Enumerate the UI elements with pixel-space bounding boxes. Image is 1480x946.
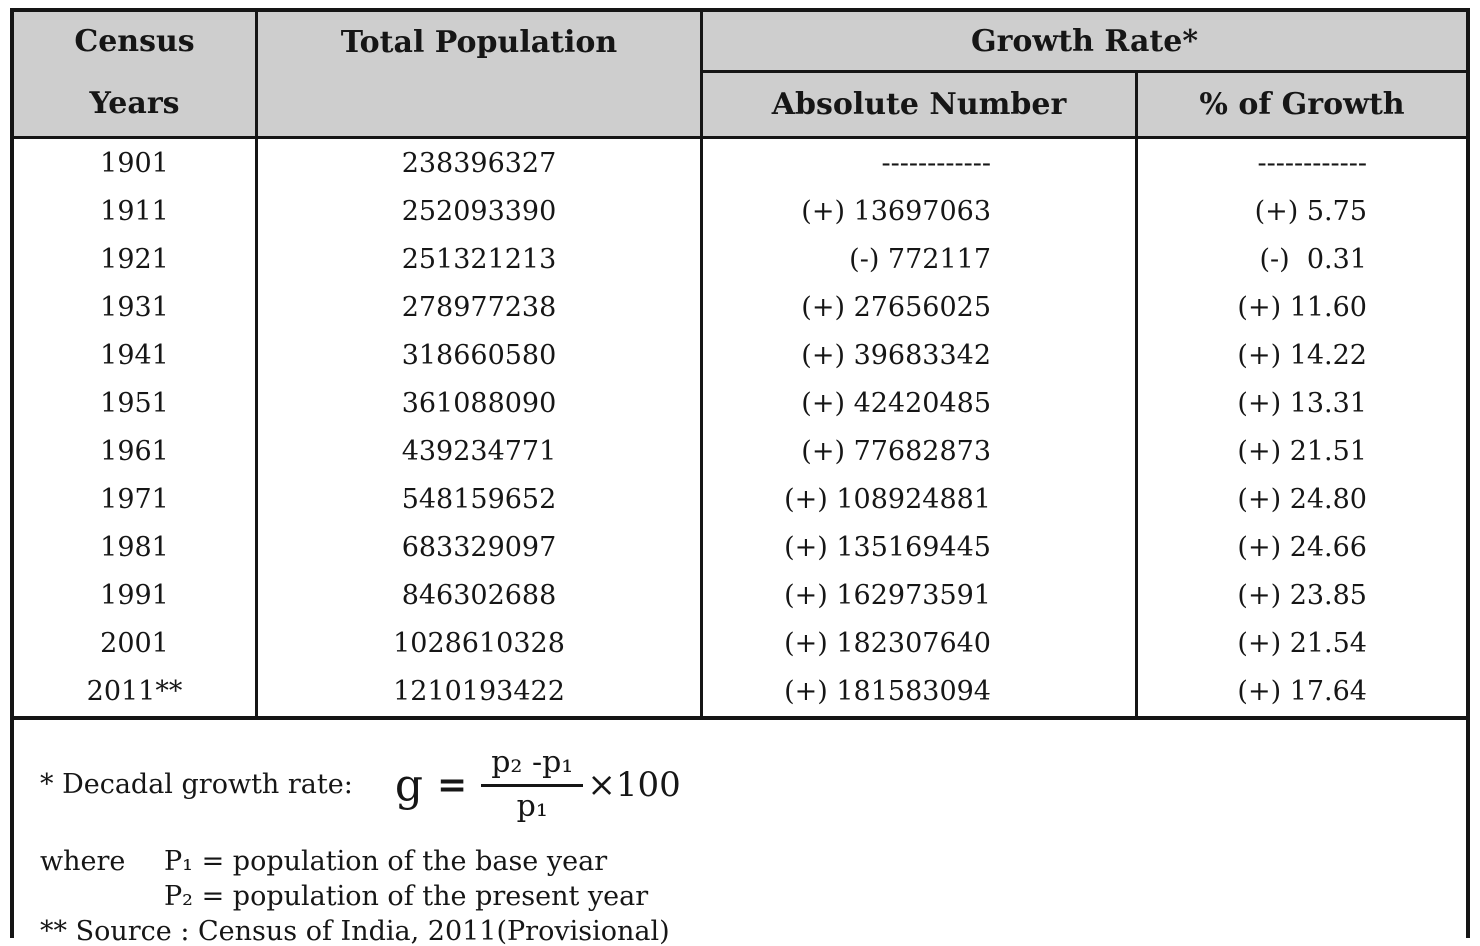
census-years-header: Census Years (14, 12, 258, 136)
growth-rate-header-label: Growth Rate* (970, 23, 1199, 59)
population-cell: 318660580 (258, 331, 703, 380)
source-note: ** Source : Census of India, 2011(Provis… (40, 916, 670, 946)
population-cell: 439234771 (258, 427, 703, 476)
absolute-growth-cell: (+) 39683342 (703, 331, 1138, 380)
percent-growth-cell: ------------ (1257, 147, 1367, 179)
formula-multiplier: ×100 (587, 765, 681, 805)
census-year-cell: 1901 (14, 139, 258, 188)
percent-growth-cell: (-) 0.31 (1259, 243, 1367, 275)
percent-growth-cell: (+) 17.64 (1237, 676, 1367, 708)
population-cell: 683329097 (258, 523, 703, 572)
census-year-cell: 1911 (14, 187, 258, 236)
absolute-growth-cell: (+) 77682873 (703, 427, 1138, 476)
absolute-growth-cell: (+) 181583094 (703, 667, 1138, 716)
census-year-cell: 1941 (14, 331, 258, 380)
table-row: 1911 252093390 (+) 13697063 (+) 5.75 (14, 187, 1466, 236)
table-header: Census Years Total Population Growth Rat… (14, 12, 1466, 139)
absolute-growth-cell: (+) 108924881 (703, 475, 1138, 524)
population-cell: 548159652 (258, 475, 703, 524)
population-cell: 251321213 (258, 235, 703, 284)
formula-denominator: p₁ (516, 789, 548, 824)
population-cell: 361088090 (258, 379, 703, 428)
total-population-header-label: Total Population (340, 25, 618, 60)
census-year-cell: 1961 (14, 427, 258, 476)
growth-rate-header: Growth Rate* (703, 12, 1466, 73)
percent-growth-cell: (+) 24.80 (1237, 484, 1367, 516)
census-year-cell: 2011** (14, 667, 258, 716)
table-row: 1941 318660580 (+) 39683342 (+) 14.22 (14, 331, 1466, 380)
table-row: 1951 361088090 (+) 42420485 (+) 13.31 (14, 379, 1466, 428)
percent-growth-cell: (+) 23.85 (1237, 580, 1367, 612)
table-row: 2001 1028610328 (+) 182307640 (+) 21.54 (14, 619, 1466, 668)
table-row: 1931 278977238 (+) 27656025 (+) 11.60 (14, 283, 1466, 332)
decadal-growth-formula-line: * Decadal growth rate: g = p₂ -p₁ p₁ ×10… (40, 734, 1466, 836)
p2-definition-line: P₂ = population of the present year (164, 879, 1466, 914)
census-years-header-line1: Census (74, 24, 195, 59)
formula-lhs: g (394, 759, 424, 811)
where-label: where (40, 846, 126, 877)
decadal-growth-label: * Decadal growth rate: (40, 769, 353, 800)
where-line: where P₁ = population of the base year (40, 844, 1466, 879)
absolute-growth-cell: (+) 135169445 (703, 523, 1138, 572)
census-year-cell: 1981 (14, 523, 258, 572)
table-row: 1921 251321213 (-) 772117 (-) 0.31 (14, 235, 1466, 284)
absolute-number-header: Absolute Number (703, 73, 1138, 136)
table-body: 1901 238396327 ------------ ------------… (14, 139, 1466, 716)
census-years-header-line2: Years (89, 86, 180, 121)
census-year-cell: 2001 (14, 619, 258, 668)
absolute-growth-cell: (+) 27656025 (703, 283, 1138, 332)
growth-rate-formula: g = p₂ -p₁ p₁ ×100 (395, 746, 681, 824)
percent-of-growth-header-label: % of Growth (1199, 87, 1405, 122)
absolute-growth-cell: (+) 182307640 (703, 619, 1138, 668)
table-row: 1981 683329097 (+) 135169445 (+) 24.66 (14, 523, 1466, 572)
table-row: 1961 439234771 (+) 77682873 (+) 21.51 (14, 427, 1466, 476)
absolute-growth-cell: (+) 162973591 (703, 571, 1138, 620)
formula-fraction: p₂ -p₁ p₁ (481, 746, 584, 824)
formula-equals: = (437, 764, 468, 806)
percent-growth-cell: (+) 21.54 (1237, 628, 1367, 660)
population-cell: 252093390 (258, 187, 703, 236)
census-year-cell: 1931 (14, 283, 258, 332)
table-row: 2011** 1210193422 (+) 181583094 (+) 17.6… (14, 667, 1466, 716)
p2-definition: P₂ = population of the present year (164, 881, 649, 912)
census-year-cell: 1991 (14, 571, 258, 620)
percent-of-growth-header: % of Growth (1138, 73, 1466, 136)
absolute-number-header-label: Absolute Number (771, 87, 1067, 122)
population-cell: 1210193422 (258, 667, 703, 716)
table-row: 1991 846302688 (+) 162973591 (+) 23.85 (14, 571, 1466, 620)
total-population-header: Total Population (258, 12, 703, 136)
absolute-growth-cell: (+) 13697063 (703, 187, 1138, 236)
p1-definition: P₁ = population of the base year (164, 846, 608, 877)
population-cell: 278977238 (258, 283, 703, 332)
table-row: 1971 548159652 (+) 108924881 (+) 24.80 (14, 475, 1466, 524)
percent-growth-cell: (+) 13.31 (1237, 387, 1367, 419)
census-year-cell: 1921 (14, 235, 258, 284)
formula-numerator: p₂ -p₁ (481, 746, 584, 787)
percent-growth-cell: (+) 14.22 (1237, 339, 1367, 371)
census-year-cell: 1971 (14, 475, 258, 524)
percent-growth-cell: (+) 11.60 (1237, 291, 1367, 323)
percent-growth-cell: (+) 5.75 (1254, 195, 1367, 227)
population-cell: 846302688 (258, 571, 703, 620)
absolute-growth-cell: ------------ (703, 139, 1138, 188)
table-footnotes: * Decadal growth rate: g = p₂ -p₁ p₁ ×10… (14, 716, 1466, 946)
percent-growth-cell: (+) 21.51 (1237, 436, 1367, 467)
census-population-table: Census Years Total Population Growth Rat… (10, 8, 1470, 946)
population-cell: 1028610328 (258, 619, 703, 668)
percent-growth-cell: (+) 24.66 (1237, 532, 1367, 564)
population-cell: 238396327 (258, 139, 703, 188)
absolute-growth-cell: (-) 772117 (703, 235, 1138, 284)
absolute-growth-cell: (+) 42420485 (703, 379, 1138, 428)
table-row: 1901 238396327 ------------ ------------ (14, 139, 1466, 188)
census-year-cell: 1951 (14, 379, 258, 428)
